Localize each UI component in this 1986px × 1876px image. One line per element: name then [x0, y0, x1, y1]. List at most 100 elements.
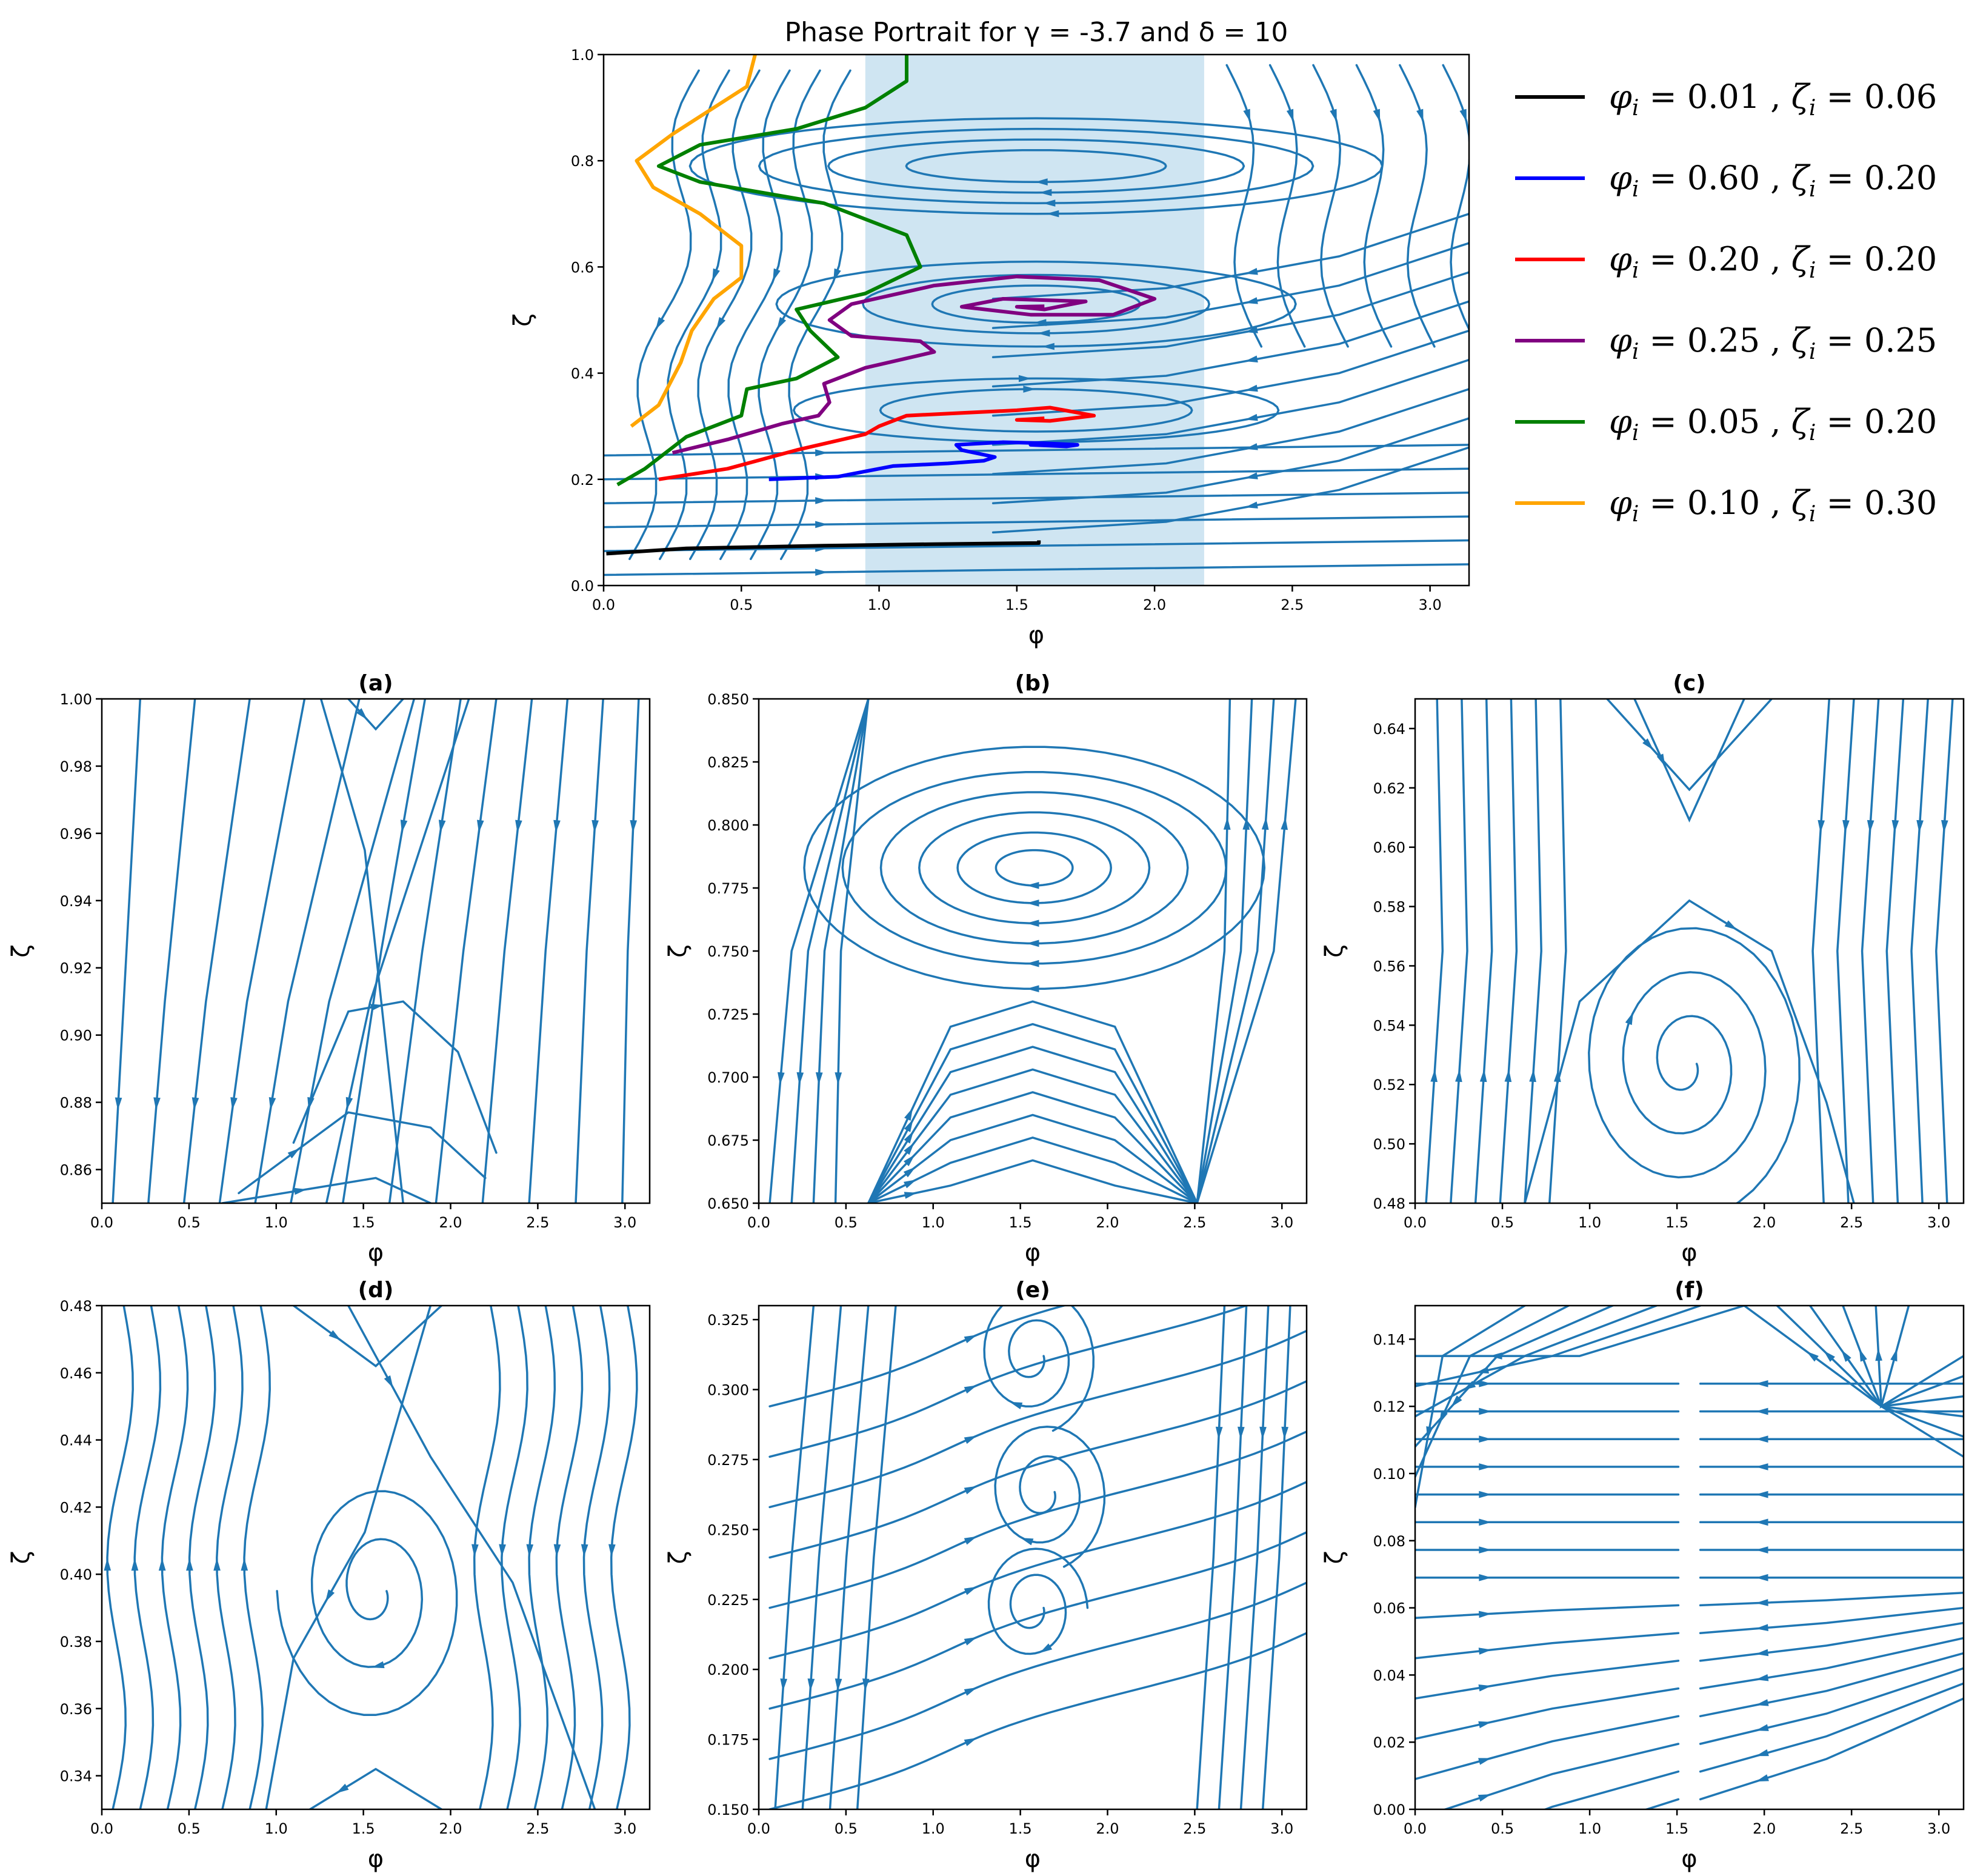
x-tick-label: 2.5	[1183, 1820, 1206, 1837]
streamline	[1442, 1743, 1680, 1809]
stream-arrow	[1223, 817, 1231, 830]
legend-text-part: ζ	[1791, 484, 1811, 522]
legend-text-part: φ	[1609, 159, 1632, 197]
streamline	[1499, 699, 1518, 1203]
stream-arrow	[903, 1167, 916, 1178]
stream-arrow	[1755, 1490, 1768, 1498]
legend-text-part: = 0.20	[1816, 240, 1937, 278]
streamline	[768, 699, 870, 1203]
streamlines-a	[112, 699, 640, 1203]
stream-arrow	[1489, 1352, 1502, 1360]
y-tick-label: 1.00	[60, 691, 92, 708]
legend-text-part: φ	[1609, 402, 1632, 441]
streamline	[435, 699, 498, 1203]
stream-arrow	[1245, 443, 1258, 450]
stream-arrow	[964, 1586, 978, 1595]
streamline	[528, 699, 569, 1203]
stream-arrow	[1430, 1069, 1438, 1083]
x-tick-label: 3.0	[1419, 596, 1442, 613]
stream-arrow	[1479, 1611, 1492, 1618]
streamline	[768, 1306, 1249, 1458]
x-tick-label: 1.0	[1578, 1820, 1601, 1837]
x-tick-label: 2.0	[439, 1820, 462, 1837]
x-tick-label: 1.5	[1665, 1214, 1688, 1231]
y-tick-label: 0.850	[707, 691, 749, 708]
stream-arrow	[1245, 268, 1258, 275]
y-tick-label: 0.0	[571, 578, 594, 595]
y-tick-label: 0.08	[1373, 1533, 1405, 1550]
stream-arrow	[964, 1335, 978, 1343]
streamline	[555, 1306, 584, 1809]
streamline	[879, 388, 1193, 433]
streamline	[841, 771, 1227, 965]
stream-arrow	[476, 819, 484, 833]
streamlines-e	[768, 1306, 1307, 1809]
stream-arrow	[1479, 1380, 1492, 1387]
y-tick-label: 0.04	[1373, 1667, 1405, 1684]
stream-arrow	[1479, 1490, 1492, 1498]
x-tick-label: 0.0	[1404, 1820, 1427, 1837]
streamline	[610, 1306, 638, 1809]
y-tick-label: 0.4	[571, 366, 594, 382]
y-tick-label: 0.150	[707, 1801, 749, 1818]
legend-text-part: = 0.10 ,	[1639, 484, 1791, 522]
streamline	[856, 1306, 897, 1809]
y-tick-label: 0.175	[707, 1732, 749, 1749]
stream-arrow	[1755, 1518, 1768, 1526]
x-tick-label: 3.0	[1270, 1214, 1293, 1231]
streamline	[768, 1329, 1307, 1509]
y-tick-label: 0.92	[60, 960, 92, 977]
streamline	[1910, 699, 1929, 1203]
legend-text-part: = 0.25	[1816, 321, 1937, 359]
streamline	[325, 699, 470, 1203]
y-tick-label: 0.98	[60, 758, 92, 775]
x-tick-label: 1.0	[922, 1214, 945, 1231]
stream-arrow	[964, 1687, 978, 1696]
streamline	[1415, 1660, 1680, 1700]
legend-entry: φi = 0.01 , ζi = 0.06	[1609, 78, 1937, 121]
plot-frame	[1414, 1304, 1965, 1811]
trajectory-0	[606, 540, 1041, 556]
stream-arrow	[1842, 819, 1850, 833]
streamline	[347, 699, 404, 731]
y-tick-label: 0.8	[571, 153, 594, 170]
legend-text-part: i	[1632, 421, 1639, 446]
axes-6: 0.0 0.5 1.0 1.5 2.0 2.5 3.0 0.00 0.02 0.04 0.06 0.0…	[1321, 1304, 1965, 1873]
streamline	[1196, 699, 1231, 1203]
stream-arrow	[964, 1738, 978, 1746]
stream-arrow	[815, 449, 828, 456]
y-tick-label: 0.88	[60, 1095, 92, 1112]
y-tick-label: 0.56	[1373, 958, 1405, 975]
x-axis-label: φ	[1028, 621, 1044, 649]
stream-arrow	[1478, 1647, 1492, 1655]
legend-text-part: i	[1809, 421, 1816, 446]
x-tick-label: 2.0	[1096, 1820, 1119, 1837]
stream-arrow	[1259, 1426, 1267, 1440]
x-tick-label: 0.0	[592, 596, 615, 613]
stream-arrow	[1281, 1426, 1289, 1440]
streamline	[1415, 1632, 1680, 1660]
stream-arrow	[1026, 920, 1039, 927]
streamline	[319, 699, 404, 1203]
y-axis-label: ζ	[509, 313, 537, 327]
stream-arrow	[213, 1558, 221, 1571]
stream-arrow	[1478, 1866, 1491, 1875]
stream-arrow	[336, 1783, 349, 1794]
stream-arrow	[1245, 413, 1258, 421]
legend-entry: φi = 0.10 , ζi = 0.30	[1609, 484, 1937, 527]
streamline	[292, 1306, 443, 1367]
stream-arrow	[1756, 1774, 1769, 1782]
streamline	[1874, 1306, 1964, 1408]
streamline	[867, 1091, 1198, 1203]
legend-text-part: φ	[1609, 78, 1632, 116]
y-tick-label: 0.42	[60, 1499, 92, 1516]
legend-text-part: i	[1632, 339, 1639, 364]
streamline	[775, 260, 1297, 348]
streamline	[628, 69, 700, 560]
stream-arrow	[815, 497, 828, 504]
x-tick-label: 1.5	[1665, 1820, 1688, 1837]
stream-arrow	[553, 1544, 561, 1557]
streamline	[582, 1306, 611, 1809]
streamline	[659, 69, 730, 560]
x-tick-label: 1.0	[867, 596, 890, 613]
